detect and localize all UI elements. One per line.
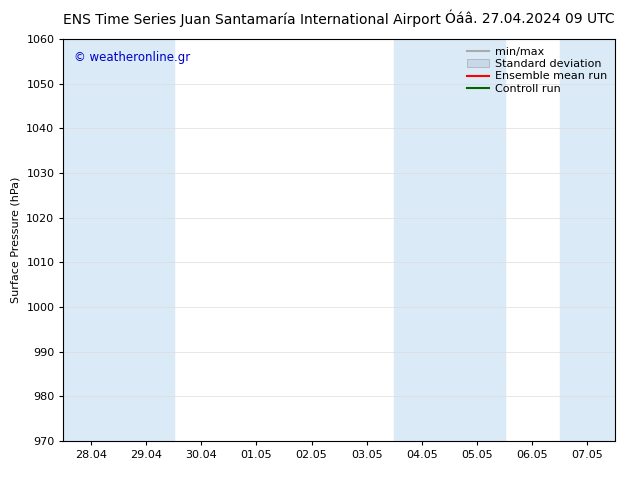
Legend: min/max, Standard deviation, Ensemble mean run, Controll run: min/max, Standard deviation, Ensemble me… bbox=[465, 45, 609, 96]
Bar bbox=[63, 39, 174, 441]
Text: © weatheronline.gr: © weatheronline.gr bbox=[74, 51, 191, 64]
Y-axis label: Surface Pressure (hPa): Surface Pressure (hPa) bbox=[11, 177, 21, 303]
Text: ENS Time Series Juan Santamaría International Airport: ENS Time Series Juan Santamaría Internat… bbox=[63, 12, 441, 27]
Bar bbox=[560, 39, 634, 441]
Bar bbox=[394, 39, 505, 441]
Text: Óáâ. 27.04.2024 09 UTC: Óáâ. 27.04.2024 09 UTC bbox=[445, 12, 615, 26]
